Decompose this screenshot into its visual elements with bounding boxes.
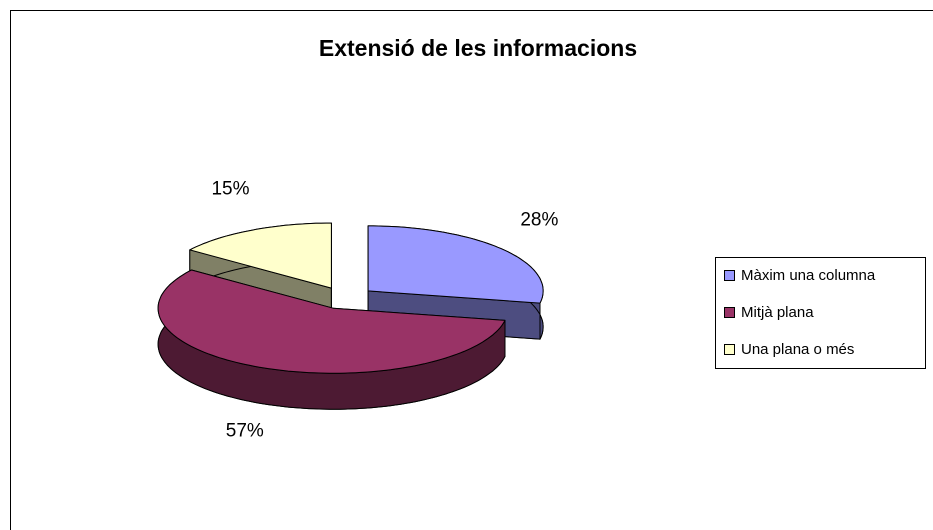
data-label: 28% [520, 209, 558, 230]
slice [189, 222, 332, 289]
legend-swatch [724, 307, 735, 318]
legend-label: Una plana o més [741, 341, 854, 358]
slice [157, 269, 506, 374]
legend-box [715, 257, 926, 369]
data-label: 15% [211, 179, 249, 200]
slice [367, 225, 544, 304]
legend-label: Màxim una columna [741, 267, 876, 284]
legend-swatch [724, 270, 735, 281]
data-label: 57% [226, 420, 264, 441]
legend-swatch [724, 344, 735, 355]
legend-label: Mitjà plana [741, 304, 814, 321]
chart-title: Extensió de les informacions [319, 35, 637, 61]
